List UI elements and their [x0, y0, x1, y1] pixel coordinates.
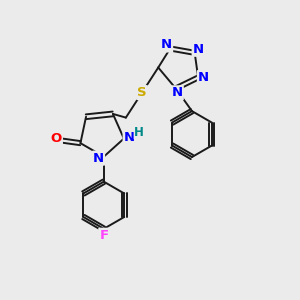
Text: N: N [193, 43, 204, 56]
Text: N: N [198, 71, 209, 84]
Text: F: F [99, 229, 108, 242]
Text: O: O [51, 132, 62, 145]
Text: N: N [172, 86, 183, 99]
Text: H: H [134, 126, 144, 139]
Text: S: S [137, 86, 147, 99]
Text: N: N [93, 152, 104, 165]
Text: N: N [161, 38, 172, 52]
Text: N: N [124, 130, 135, 144]
